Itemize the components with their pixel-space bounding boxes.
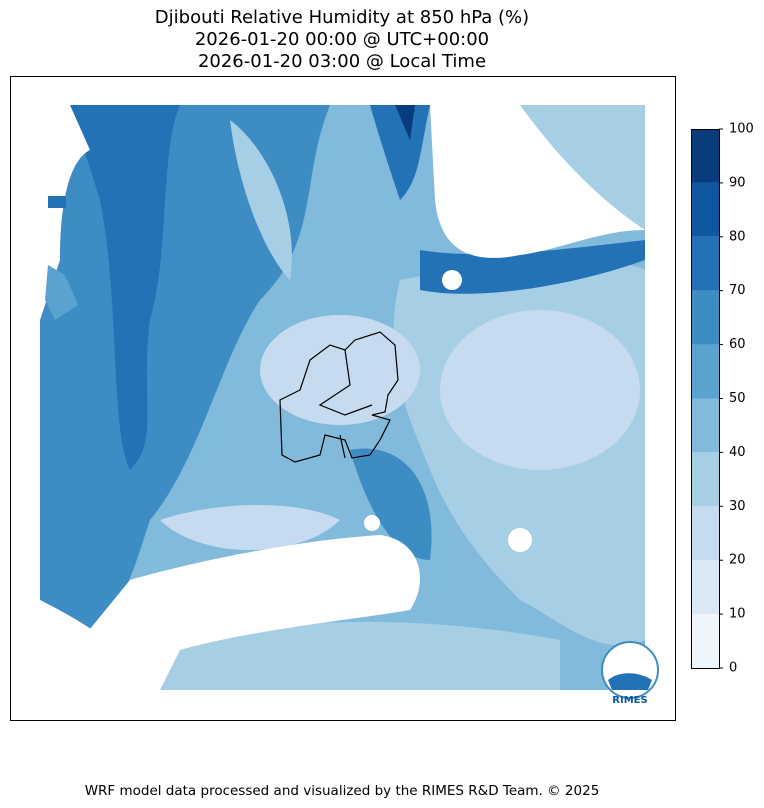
colorbar-band	[691, 452, 719, 507]
colorbar-tick-label: 50	[729, 391, 746, 406]
colorbar-band	[691, 129, 719, 183]
border	[279, 331, 399, 463]
colorbar-tick-label: 10	[729, 607, 746, 622]
colorbar-tick-label: 100	[729, 122, 754, 137]
colorbar-band	[691, 560, 719, 615]
colorbar-band	[691, 236, 719, 291]
colorbar-band	[691, 614, 719, 668]
colorbar-band	[691, 506, 719, 561]
title-line: 2026-01-20 00:00 @ UTC+00:00	[195, 29, 489, 50]
colorbar-tick-label: 70	[729, 283, 746, 298]
colorbar-band	[691, 182, 719, 237]
title-line: 2026-01-20 03:00 @ Local Time	[198, 51, 486, 72]
title-line: Djibouti Relative Humidity at 850 hPa (%…	[155, 7, 529, 28]
map-frame	[10, 76, 676, 721]
logo-text: RIMES	[612, 695, 647, 706]
colorbar-tick-label: 90	[729, 175, 746, 190]
colorbar-tick-label: 0	[729, 661, 737, 676]
logo: RIMES	[601, 641, 659, 706]
colorbar-tick-label: 60	[729, 337, 746, 352]
colorbar-band	[691, 344, 719, 399]
colorbar-band	[691, 398, 719, 453]
colorbar-tick-label: 30	[729, 499, 746, 514]
colorbar-band	[691, 290, 719, 345]
footer: WRF model data processed and visualized …	[85, 783, 600, 799]
colorbar-tick-label: 40	[729, 445, 746, 460]
colorbar-tick-label: 80	[729, 229, 746, 244]
colorbar-tick-label: 20	[729, 553, 746, 568]
map: RIMES	[40, 105, 659, 706]
colorbar: 0 10 20 30 40 50 60 70 80 90 100	[691, 122, 754, 676]
